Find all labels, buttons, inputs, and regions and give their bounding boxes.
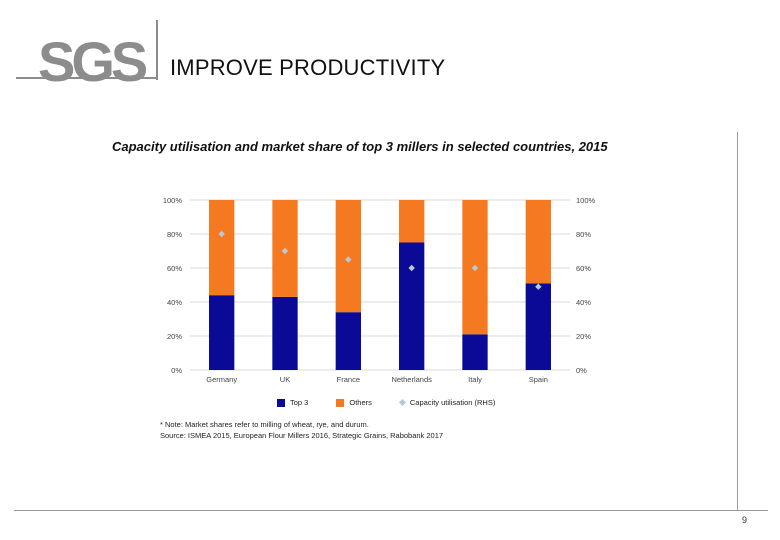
y2-tick-label: 100% (576, 196, 596, 205)
x-tick-label: Germany (206, 375, 237, 384)
bottom-divider (14, 510, 768, 511)
y2-tick-label: 40% (576, 298, 591, 307)
legend-swatch-top3 (277, 398, 285, 407)
bar-others (209, 200, 235, 296)
capacity-marker (345, 256, 352, 263)
bar-top3 (335, 312, 361, 370)
legend-swatch-others (336, 398, 345, 407)
legend-item-others: Others (336, 398, 372, 407)
capacity-marker (408, 264, 415, 272)
x-tick-label: Italy (468, 375, 482, 384)
legend-item-capacity: Capacity utilisation (RHS) (398, 398, 496, 407)
y-tick-label: 20% (167, 332, 182, 341)
bar-top3 (525, 283, 551, 370)
sgs-logo: SGS (16, 20, 160, 90)
stacked-bar-chart: 0% 0% 20% 20% 40% 40% 60% 60% 80% 80% 100% 100% Germ… (163, 196, 596, 384)
y-tick-label: 0% (171, 366, 182, 375)
x-tick-label: Netherlands (391, 375, 432, 384)
page-number: 9 (742, 515, 748, 525)
y-tick-label: 60% (167, 264, 182, 273)
legend-label-capacity: Capacity utilisation (RHS) (409, 398, 496, 407)
chart-title: Capacity utilisation and market share of… (112, 139, 608, 154)
x-tick-label: UK (280, 375, 290, 384)
bar-top3 (272, 296, 298, 370)
capacity-marker (218, 230, 225, 238)
logo-horizontal-rule (16, 77, 158, 79)
capacity-marker (281, 247, 289, 255)
bar-others (525, 200, 551, 284)
page-title: IMPROVE PRODUCTIVITY (170, 55, 446, 80)
bar-others (335, 200, 361, 313)
y2-tick-label: 20% (576, 332, 591, 341)
y-tick-label: 40% (167, 298, 182, 307)
capacity-marker (471, 264, 479, 272)
legend-label-top3: Top 3 (290, 398, 309, 407)
right-divider (737, 132, 738, 510)
logo-text: SGS (38, 30, 148, 93)
footnote-source: Source: ISMEA 2015, European Flour Mille… (160, 431, 444, 440)
legend-marker-capacity (398, 398, 406, 407)
bar-top3 (399, 242, 425, 370)
bar-others (399, 200, 425, 243)
x-tick-label: Spain (529, 375, 548, 384)
chart-legend: Top 3 Others Capacity utilisation (RHS) (277, 398, 495, 407)
y-tick-label: 100% (163, 196, 183, 205)
legend-item-top3: Top 3 (277, 398, 308, 407)
legend-label-others: Others (349, 398, 372, 407)
bar-top3 (209, 295, 235, 370)
y2-tick-label: 60% (576, 264, 591, 273)
footnote-market-share: * Note: Market shares refer to milling o… (160, 420, 369, 429)
y2-tick-label: 80% (576, 230, 591, 239)
bar-top3 (462, 334, 488, 370)
x-tick-label: France (337, 375, 360, 384)
logo-vertical-rule (156, 20, 158, 80)
y2-tick-label: 0% (576, 366, 587, 375)
y-tick-label: 80% (167, 230, 182, 239)
